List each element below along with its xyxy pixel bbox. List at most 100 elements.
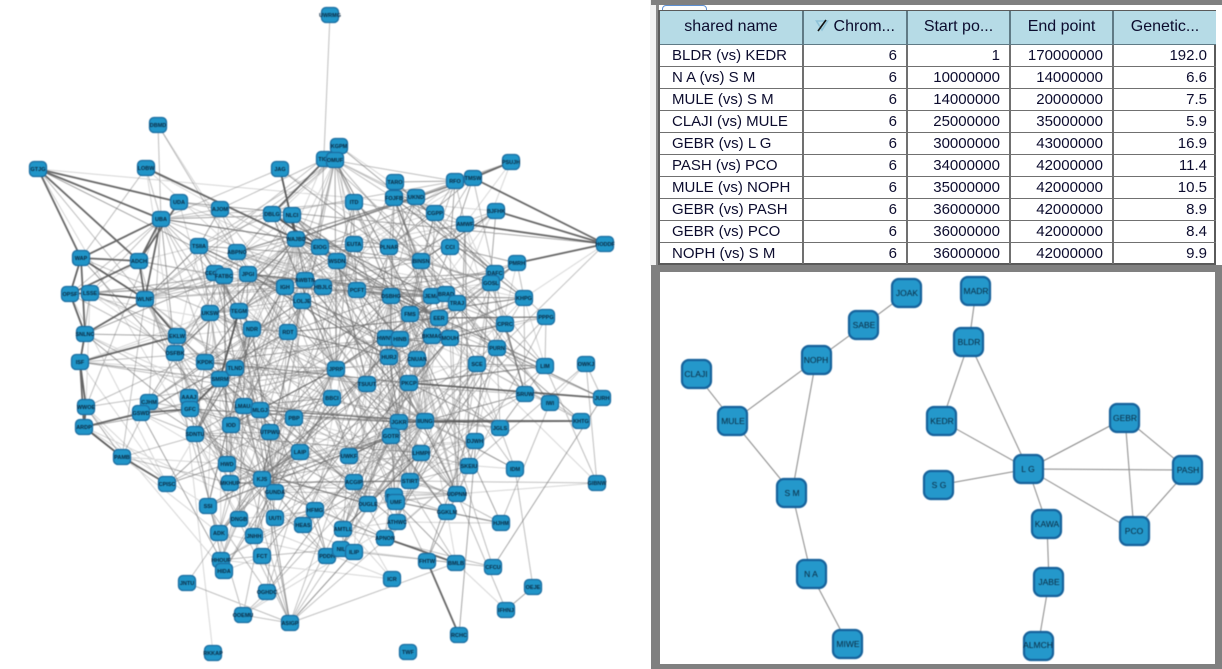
svg-text:TWF: TWF: [402, 650, 415, 656]
svg-text:MKHUP: MKHUP: [220, 481, 240, 487]
svg-text:EER: EER: [433, 316, 444, 322]
svg-text:HHOUF: HHOUF: [211, 558, 231, 564]
svg-text:RCHC: RCHC: [451, 633, 467, 639]
svg-text:BJFHK: BJFHK: [487, 209, 505, 215]
svg-text:ITD: ITD: [350, 200, 359, 206]
svg-text:JEMA: JEMA: [424, 294, 439, 300]
svg-text:PLNAR: PLNAR: [380, 245, 399, 251]
svg-text:PASH: PASH: [1177, 465, 1200, 475]
svg-text:PBP: PBP: [288, 416, 300, 422]
svg-text:EUTA: EUTA: [347, 242, 362, 248]
svg-text:GOTR: GOTR: [383, 434, 399, 440]
svg-text:PCFT: PCFT: [350, 288, 365, 294]
svg-text:HODDF: HODDF: [595, 242, 615, 248]
svg-text:UDA: UDA: [173, 200, 185, 206]
svg-text:AMWF: AMWF: [456, 222, 474, 228]
svg-text:NLCI: NLCI: [286, 213, 299, 219]
svg-text:SABE: SABE: [853, 320, 876, 330]
svg-text:HIDA: HIDA: [217, 569, 230, 575]
svg-text:BKMAG: BKMAG: [422, 334, 443, 340]
svg-text:OEJE: OEJE: [526, 585, 541, 591]
svg-text:FOJFB: FOJFB: [385, 196, 403, 202]
svg-text:MIWE: MIWE: [836, 639, 859, 649]
svg-text:APNON: APNON: [375, 536, 395, 542]
svg-text:GUNDA: GUNDA: [265, 490, 285, 496]
svg-text:ABPNO: ABPNO: [227, 250, 248, 256]
svg-text:LOBW: LOBW: [138, 166, 156, 172]
svg-text:OUGLE: OUGLE: [358, 502, 378, 508]
svg-text:NOPH: NOPH: [804, 355, 829, 365]
svg-text:TMSW: TMSW: [465, 176, 483, 182]
svg-text:ATHWC: ATHWC: [387, 520, 407, 526]
svg-text:TSUUT: TSUUT: [358, 382, 377, 388]
svg-text:UWRMG: UWRMG: [319, 13, 341, 19]
svg-text:JNHH: JNHH: [247, 534, 262, 540]
svg-text:PURN: PURN: [489, 346, 505, 352]
svg-text:CJHM: CJHM: [141, 400, 157, 406]
svg-text:HFMG: HFMG: [307, 508, 323, 514]
svg-text:SDNTU: SDNTU: [186, 432, 205, 438]
svg-text:TRAJ: TRAJ: [450, 301, 464, 307]
svg-text:LAIP: LAIP: [294, 450, 307, 456]
svg-text:SRUW: SRUW: [517, 392, 535, 398]
svg-text:ALMCH: ALMCH: [1023, 640, 1053, 650]
svg-text:UUTI: UUTI: [269, 516, 282, 522]
svg-text:STIRT: STIRT: [402, 479, 419, 485]
svg-text:BBCI: BBCI: [325, 396, 339, 402]
svg-text:KPDK: KPDK: [197, 360, 213, 366]
svg-text:EIOG: EIOG: [313, 245, 327, 251]
svg-text:PKCP: PKCP: [401, 381, 417, 387]
svg-text:AAAJ: AAAJ: [182, 395, 197, 401]
svg-text:DBMD: DBMD: [150, 123, 167, 129]
svg-text:DAFC: DAFC: [487, 271, 502, 277]
svg-text:IWI: IWI: [546, 401, 555, 407]
svg-text:SCE: SCE: [471, 362, 483, 368]
svg-text:CPISC: CPISC: [159, 482, 176, 488]
svg-text:BMLB: BMLB: [448, 561, 464, 567]
svg-text:AJOM: AJOM: [212, 207, 228, 213]
svg-text:LOLJE: LOLJE: [293, 299, 311, 305]
svg-text:SNLNC: SNLNC: [76, 332, 95, 338]
svg-text:HURJ: HURJ: [382, 355, 397, 361]
svg-text:GEBR: GEBR: [1113, 413, 1137, 423]
svg-text:MOUH: MOUH: [442, 336, 459, 342]
svg-text:HWD: HWD: [220, 462, 233, 468]
svg-text:HBJLC: HBJLC: [314, 285, 332, 291]
svg-text:KGPM: KGPM: [331, 144, 348, 150]
svg-text:MLGJ: MLGJ: [252, 408, 267, 414]
svg-text:S G: S G: [932, 480, 947, 490]
svg-text:IDM: IDM: [510, 467, 521, 473]
svg-text:HINB: HINB: [393, 337, 406, 343]
svg-text:JAG: JAG: [274, 167, 285, 173]
svg-text:GTJG: GTJG: [31, 167, 46, 173]
svg-text:UTPWU: UTPWU: [260, 430, 280, 436]
svg-text:ARDP: ARDP: [76, 425, 92, 431]
svg-text:IIUNG: IIUNG: [417, 419, 432, 425]
svg-text:UWKF: UWKF: [341, 454, 358, 460]
svg-text:KAWA: KAWA: [1035, 519, 1060, 529]
svg-text:NIL: NIL: [337, 547, 347, 553]
svg-text:CNUAN: CNUAN: [407, 357, 427, 363]
svg-text:JPRP: JPRP: [329, 367, 344, 373]
svg-text:KEDR: KEDR: [930, 416, 954, 426]
svg-text:ASIGP: ASIGP: [281, 621, 298, 627]
svg-text:CCI: CCI: [445, 245, 455, 251]
svg-text:DNGB: DNGB: [231, 517, 247, 523]
svg-text:CPRC: CPRC: [497, 322, 513, 328]
svg-text:LHMPI: LHMPI: [412, 451, 430, 457]
svg-text:PMRH: PMRH: [509, 261, 525, 267]
svg-text:FATBC: FATBC: [215, 274, 233, 280]
svg-text:JPGI: JPGI: [242, 272, 255, 278]
svg-text:BLDR: BLDR: [958, 337, 981, 347]
svg-text:SSI: SSI: [204, 504, 213, 510]
svg-text:HEAS: HEAS: [295, 523, 311, 529]
svg-text:RDT: RDT: [282, 330, 294, 336]
svg-text:GOSL: GOSL: [483, 281, 499, 287]
svg-text:LSSE: LSSE: [83, 291, 98, 297]
svg-text:RFO: RFO: [449, 179, 461, 185]
svg-text:ILIP: ILIP: [349, 550, 359, 556]
svg-text:HJHM: HJHM: [493, 521, 509, 527]
svg-text:WLNF: WLNF: [137, 297, 154, 303]
svg-text:UDPNM: UDPNM: [447, 492, 468, 498]
svg-text:UBA: UBA: [155, 217, 167, 223]
